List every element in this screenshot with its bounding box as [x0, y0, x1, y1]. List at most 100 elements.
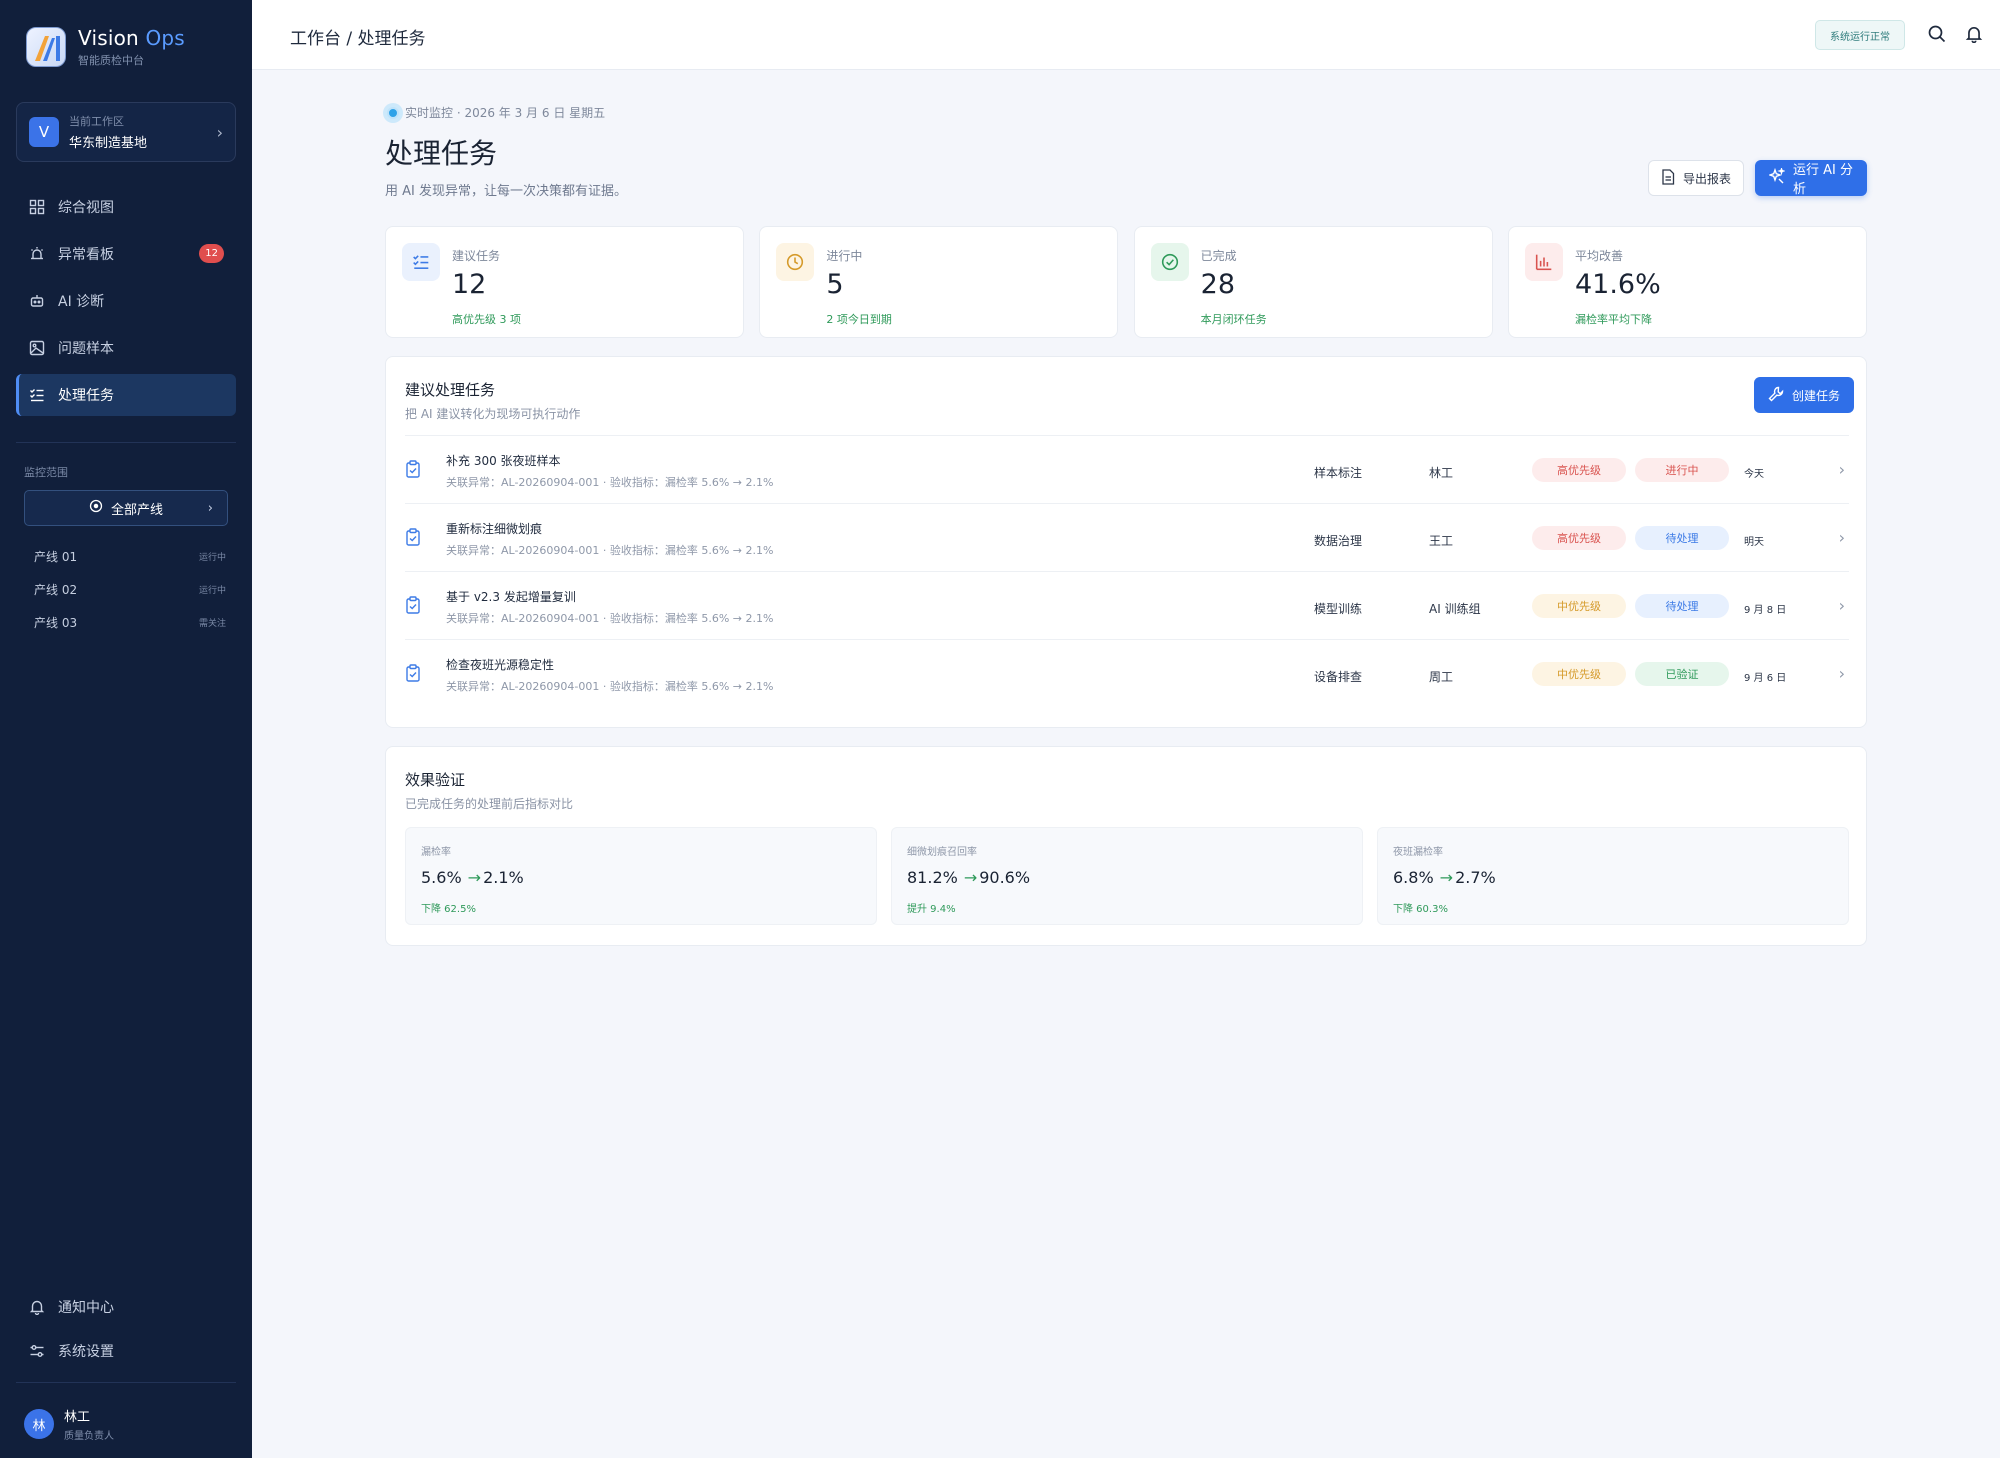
nav-label: 综合视图 [58, 200, 114, 216]
metric-label: 漏检率 [421, 847, 451, 858]
clock-icon [776, 243, 815, 281]
task-row[interactable]: 基于 v2.3 发起增量复训 关联异常：AL-20260904-001 · 验收… [405, 571, 1849, 639]
metric-values: 5.6% → 2.1% [421, 868, 524, 887]
workspace-label: 当前工作区 [69, 115, 124, 128]
target-icon [89, 499, 103, 517]
avatar: 林 [24, 1409, 54, 1439]
sparkle-icon [1767, 166, 1786, 188]
brand[interactable]: Vision Ops 智能质检中台 [26, 26, 185, 68]
chevron-right-icon: › [216, 122, 223, 142]
main-nav: 综合视图 异常看板 12 AI 诊断 问题样本 处理任务 [16, 186, 236, 421]
line-list: 产线 01 运行中 产线 02 运行中 产线 03 需关注 [24, 540, 228, 639]
task-category: 设备排查 [1314, 670, 1363, 684]
task-row[interactable]: 检查夜班光源稳定性 关联异常：AL-20260904-001 · 验收指标：漏检… [405, 639, 1849, 707]
metric-values: 81.2% → 90.6% [907, 868, 1030, 887]
task-title: 重新标注细微划痕 [446, 522, 543, 536]
stat-value: 5 [826, 269, 844, 300]
workspace-name: 华东制造基地 [69, 136, 148, 151]
nav-item-anomaly-board[interactable]: 异常看板 12 [16, 233, 236, 275]
nav-item-overview[interactable]: 综合视图 [16, 186, 236, 228]
task-owner: AI 训练组 [1429, 602, 1481, 616]
nav-item-tasks[interactable]: 处理任务 [16, 374, 236, 416]
nav-item-notifications[interactable]: 通知中心 [16, 1286, 236, 1328]
task-due: 9 月 6 日 [1744, 673, 1787, 684]
stat-value: 28 [1200, 269, 1236, 300]
task-meta: 关联异常：AL-20260904-001 · 验收指标：漏检率 5.6% → 2… [446, 680, 774, 693]
stat-note: 高优先级 3 项 [452, 313, 521, 326]
metric-card: 细微划痕召回率 81.2% → 90.6% 提升 9.4% [891, 827, 1363, 925]
run-ai-analysis-button[interactable]: 运行 AI 分析 [1755, 160, 1867, 197]
grid-icon [28, 198, 46, 216]
priority-badge: 高优先级 [1532, 526, 1626, 550]
stats-row: 建议任务 12 高优先级 3 项 进行中 5 2 项今日到期 已完成 28 本月… [385, 226, 1867, 338]
arrow-right-icon: → [963, 868, 978, 887]
search-icon[interactable] [1925, 22, 1949, 46]
line-item[interactable]: 产线 03 需关注 [24, 606, 228, 639]
status-badge: 待处理 [1635, 594, 1729, 618]
checklist-icon [28, 386, 46, 404]
arrow-right-icon: → [467, 868, 482, 887]
scope-select-button[interactable]: 全部产线 › [24, 490, 228, 526]
metric-values: 6.8% → 2.7% [1393, 868, 1496, 887]
system-status-badge: 系统运行正常 [1815, 20, 1905, 50]
nav-label: AI 诊断 [58, 294, 105, 310]
task-row[interactable]: 补充 300 张夜班样本 关联异常：AL-20260904-001 · 验收指标… [405, 435, 1849, 503]
metric-after: 90.6% [979, 868, 1031, 887]
bar-chart-icon [1524, 243, 1563, 281]
top-header: 工作台 / 处理任务 系统运行正常 [252, 0, 2000, 70]
line-item[interactable]: 产线 01 运行中 [24, 540, 228, 573]
check-circle-icon [1150, 243, 1189, 281]
metric-before: 81.2% [907, 868, 958, 887]
user-profile[interactable]: 林 林工 质量负责人 [24, 1406, 114, 1442]
nav-label: 通知中心 [58, 1300, 114, 1316]
workspace-avatar: V [29, 117, 59, 147]
clipboard-check-icon [405, 596, 423, 614]
page-subtitle: 用 AI 发现异常，让每一次决策都有证据。 [385, 184, 627, 199]
metric-before: 6.8% [1393, 868, 1434, 887]
nav-item-problem-samples[interactable]: 问题样本 [16, 327, 236, 369]
task-owner: 林工 [1429, 466, 1454, 480]
stat-value: 41.6% [1574, 269, 1661, 300]
stat-card-suggested: 建议任务 12 高优先级 3 项 [385, 226, 744, 338]
clipboard-check-icon [405, 528, 423, 546]
task-meta: 关联异常：AL-20260904-001 · 验收指标：漏检率 5.6% → 2… [446, 476, 774, 489]
export-report-button[interactable]: 导出报表 [1648, 160, 1745, 196]
anomaly-count-badge: 12 [199, 244, 224, 263]
stat-card-in-progress: 进行中 5 2 项今日到期 [759, 226, 1119, 338]
chevron-right-icon: › [207, 500, 213, 516]
run-label: 运行 AI 分析 [1793, 163, 1853, 197]
status-badge: 已验证 [1635, 662, 1729, 686]
task-due: 今天 [1744, 469, 1764, 480]
status-badge: 待处理 [1635, 526, 1729, 550]
nav-item-settings[interactable]: 系统设置 [16, 1330, 236, 1372]
task-meta: 关联异常：AL-20260904-001 · 验收指标：漏检率 5.6% → 2… [446, 544, 774, 557]
effect-verification-card: 效果验证 已完成任务的处理前后指标对比 漏检率 5.6% → 2.1% 下降 62.… [385, 746, 1867, 946]
breadcrumb: 工作台 / 处理任务 [290, 29, 426, 49]
chevron-right-icon[interactable]: › [1838, 664, 1845, 683]
status-badge: 进行中 [1635, 458, 1729, 482]
create-task-button[interactable]: 创建任务 [1754, 377, 1855, 413]
workspace-switcher[interactable]: V 当前工作区 华东制造基地 › [16, 102, 236, 162]
line-name: 产线 02 [34, 583, 78, 597]
sidebar: Vision Ops 智能质检中台 V 当前工作区 华东制造基地 › 综合视图 … [0, 0, 252, 1458]
nav-item-ai-diagnosis[interactable]: AI 诊断 [16, 280, 236, 322]
bell-icon[interactable] [1962, 22, 1986, 46]
chevron-right-icon[interactable]: › [1838, 528, 1845, 547]
chevron-right-icon[interactable]: › [1838, 596, 1845, 615]
nav-label: 系统设置 [58, 1344, 114, 1360]
task-list: 补充 300 张夜班样本 关联异常：AL-20260904-001 · 验收指标… [405, 435, 1849, 707]
robot-icon [28, 292, 46, 310]
metric-list: 漏检率 5.6% → 2.1% 下降 62.5% 细微划痕召回率 81.2% → 90.… [405, 827, 1849, 925]
chevron-right-icon[interactable]: › [1838, 460, 1845, 479]
task-category: 数据治理 [1314, 534, 1363, 548]
metric-after: 2.7% [1455, 868, 1496, 887]
task-meta: 关联异常：AL-20260904-001 · 验收指标：漏检率 5.6% → 2… [446, 612, 774, 625]
card-subtitle: 已完成任务的处理前后指标对比 [405, 797, 574, 811]
logo-icon [26, 27, 66, 67]
task-row[interactable]: 重新标注细微划痕 关联异常：AL-20260904-001 · 验收指标：漏检率… [405, 503, 1849, 571]
line-item[interactable]: 产线 02 运行中 [24, 573, 228, 606]
metric-change: 提升 9.4% [907, 904, 956, 915]
scope-button-label: 全部产线 [110, 502, 163, 518]
task-owner: 王工 [1429, 534, 1454, 548]
metric-label: 夜班漏检率 [1393, 847, 1443, 858]
